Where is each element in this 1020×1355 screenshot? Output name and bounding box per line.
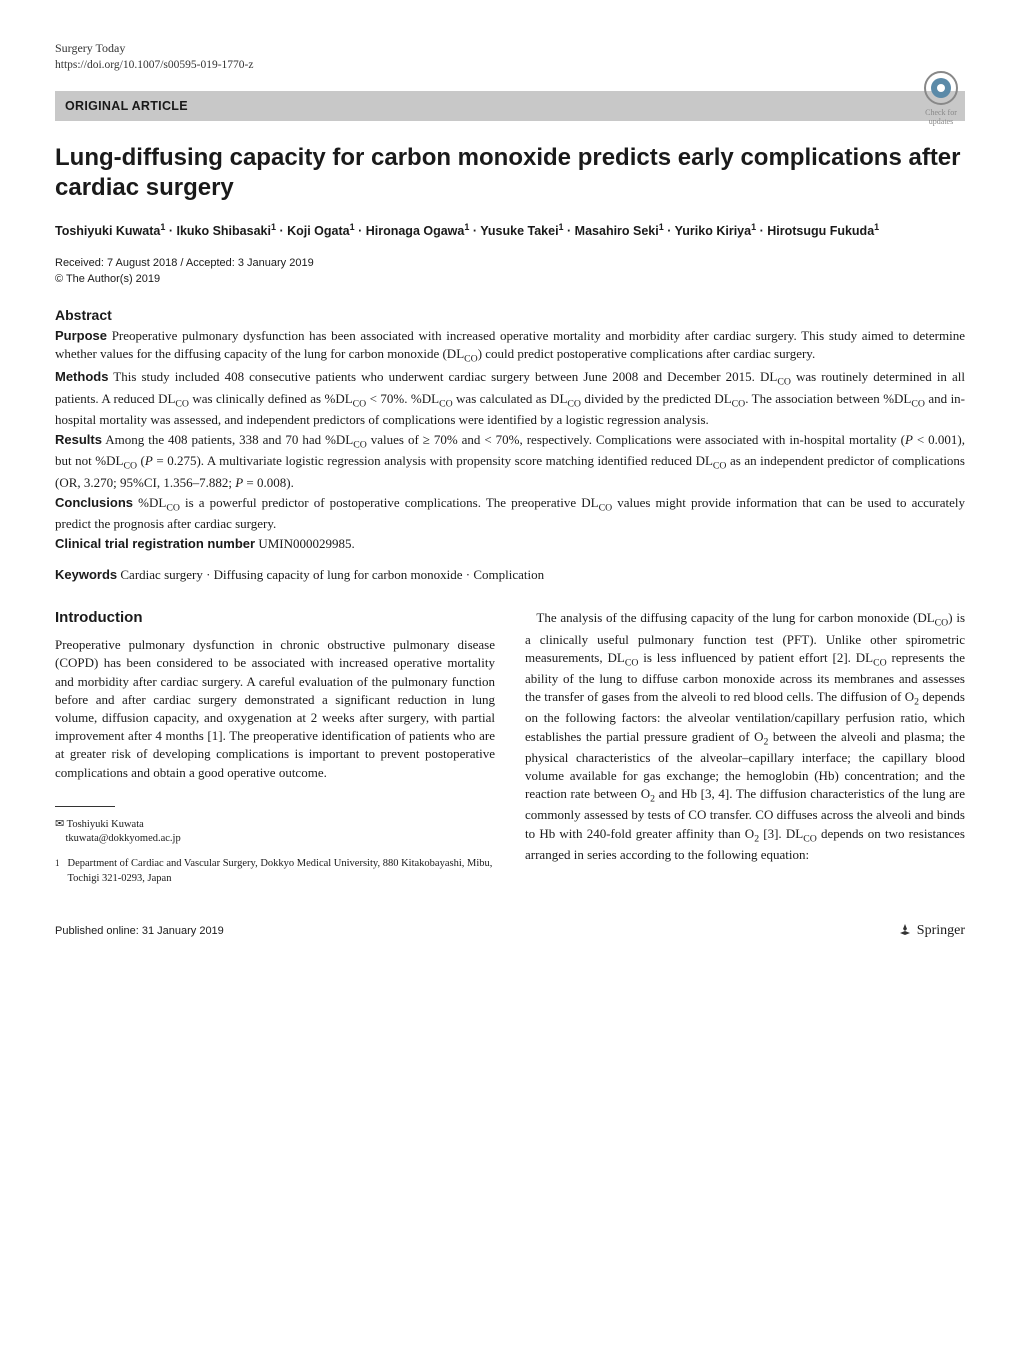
body-columns: Introduction Preoperative pulmonary dysf… xyxy=(55,609,965,886)
envelope-icon: ✉ xyxy=(55,818,64,830)
results-t10: = 0.008). xyxy=(243,475,294,490)
left-column: Introduction Preoperative pulmonary dysf… xyxy=(55,609,495,886)
publisher-logo: Springer xyxy=(897,923,965,939)
methods-t4: < 70%. %DL xyxy=(366,391,439,406)
footnote-rule xyxy=(55,806,115,807)
journal-doi: https://doi.org/10.1007/s00595-019-1770-… xyxy=(55,57,965,73)
purpose-label: Purpose xyxy=(55,328,107,343)
footnote-block: ✉ Toshiyuki Kuwata tkuwata@dokkyomed.ac.… xyxy=(55,817,495,887)
crossmark-badge[interactable]: Check for updates xyxy=(917,70,965,118)
methods-label: Methods xyxy=(55,369,108,384)
methods-t3: was clinically defined as %DL xyxy=(189,391,353,406)
results-p1: P xyxy=(905,432,913,447)
corresponding-author: ✉ Toshiyuki Kuwata tkuwata@dokkyomed.ac.… xyxy=(55,817,495,847)
abstract-trial: Clinical trial registration number UMIN0… xyxy=(55,535,965,553)
trial-label: Clinical trial registration number xyxy=(55,536,255,551)
authors-list: Toshiyuki Kuwata1 · Ikuko Shibasaki1 · K… xyxy=(55,221,965,240)
published-online: Published online: 31 January 2019 xyxy=(55,925,224,937)
results-label: Results xyxy=(55,432,102,447)
affil-text: Department of Cardiac and Vascular Surge… xyxy=(68,857,496,886)
springer-icon xyxy=(897,923,913,939)
results-t5: ( xyxy=(137,453,145,468)
abstract-methods: Methods This study included 408 consecut… xyxy=(55,368,965,429)
footer-bar: Published online: 31 January 2019 Spring… xyxy=(55,923,965,939)
results-p3: P xyxy=(235,475,243,490)
affiliation: 1 Department of Cardiac and Vascular Sur… xyxy=(55,857,495,886)
keywords-text: Cardiac surgery · Diffusing capacity of … xyxy=(120,567,544,582)
abstract-results: Results Among the 408 patients, 338 and … xyxy=(55,431,965,492)
affil-number: 1 xyxy=(55,857,60,886)
keywords-label: Keywords xyxy=(55,567,117,582)
methods-t1: This study included 408 consecutive pati… xyxy=(113,369,777,384)
trial-text: UMIN000029985. xyxy=(258,536,354,551)
article-title: Lung-diffusing capacity for carbon monox… xyxy=(55,143,965,203)
crossmark-label: Check for updates xyxy=(925,108,957,126)
purpose-text2: ) could predict postoperative complicati… xyxy=(478,346,816,361)
conclusions-t1: %DL xyxy=(138,495,166,510)
right-column: The analysis of the diffusing capacity o… xyxy=(525,609,965,886)
publisher-name: Springer xyxy=(917,923,965,939)
abstract-heading: Abstract xyxy=(55,307,965,323)
abstract-conclusions: Conclusions %DLCO is a powerful predicto… xyxy=(55,494,965,533)
crossmark-icon xyxy=(923,70,959,106)
abstract-purpose: Purpose Preoperative pulmonary dysfuncti… xyxy=(55,327,965,366)
intro-para2: The analysis of the diffusing capacity o… xyxy=(525,609,965,864)
introduction-heading: Introduction xyxy=(55,609,495,626)
results-p2: P xyxy=(145,453,153,468)
corresponding-email: tkuwata@dokkyomed.ac.jp xyxy=(66,833,181,844)
journal-name: Surgery Today xyxy=(55,40,965,57)
abstract-block: Abstract Purpose Preoperative pulmonary … xyxy=(55,307,965,553)
conclusions-label: Conclusions xyxy=(55,495,133,510)
dates-block: Received: 7 August 2018 / Accepted: 3 Ja… xyxy=(55,256,965,287)
article-type-text: ORIGINAL ARTICLE xyxy=(65,99,188,113)
received-accepted: Received: 7 August 2018 / Accepted: 3 Ja… xyxy=(55,256,965,271)
copyright-line: © The Author(s) 2019 xyxy=(55,272,965,287)
conclusions-t2: is a powerful predictor of postoperative… xyxy=(180,495,599,510)
methods-t7: . The association between %DL xyxy=(745,391,911,406)
results-t7: = 0.275). A multivariate logistic regres… xyxy=(153,453,713,468)
methods-t5: was calculated as DL xyxy=(453,391,568,406)
keywords-block: Keywords Cardiac surgery · Diffusing cap… xyxy=(55,567,965,583)
results-t2: values of ≥ 70% and < 70%, respectively.… xyxy=(367,432,905,447)
results-t1: Among the 408 patients, 338 and 70 had %… xyxy=(105,432,353,447)
methods-t6: divided by the predicted DL xyxy=(581,391,732,406)
sub-co: CO xyxy=(464,354,478,365)
journal-header: Surgery Today https://doi.org/10.1007/s0… xyxy=(55,40,965,73)
article-type-bar: ORIGINAL ARTICLE xyxy=(55,91,965,121)
intro-para1: Preoperative pulmonary dysfunction in ch… xyxy=(55,636,495,782)
corresponding-name: Toshiyuki Kuwata xyxy=(67,819,144,830)
